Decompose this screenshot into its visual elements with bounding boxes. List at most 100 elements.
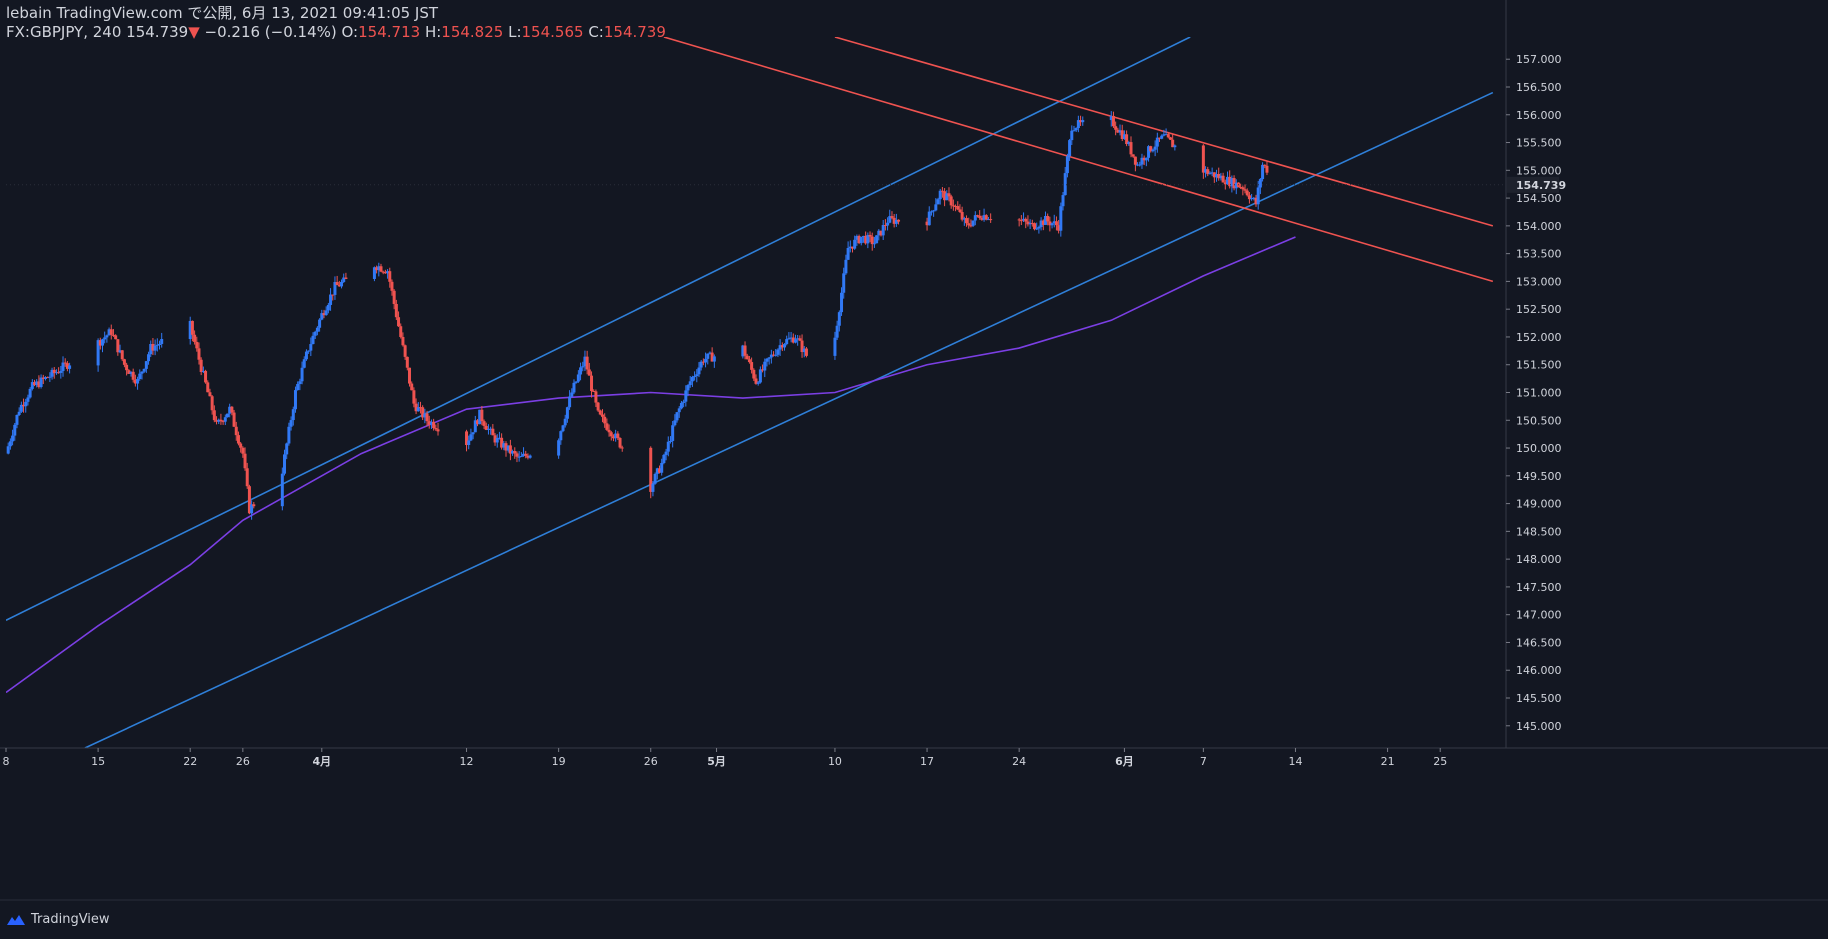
candle-45 [129,371,133,377]
candle-329 [989,213,993,223]
candle-361 [1111,111,1115,128]
candle-173 [515,451,519,463]
candle-137 [410,381,414,391]
y-tick-label: 148.500 [1516,525,1562,538]
candle-376 [1144,157,1148,167]
candle-385 [1164,128,1168,136]
candle-183 [563,414,567,428]
candle-250 [763,358,767,378]
brand-label: TradingView [31,912,110,927]
candle-271 [835,320,839,341]
candle-31 [98,337,102,350]
candle-397 [1217,167,1221,181]
candle-88 [250,500,254,520]
y-tick-label: 156.000 [1516,109,1562,122]
candle-93 [287,422,291,446]
candle-200 [600,409,604,423]
candle-394 [1210,167,1214,177]
candle-353 [1068,138,1072,161]
candle-76 [223,414,227,426]
y-tick-label: 149.000 [1516,498,1562,511]
candle-83 [239,441,243,453]
tradingview-logo[interactable]: TradingView [6,912,110,927]
candle-197 [594,389,598,408]
candle-181 [559,430,563,445]
candle-199 [598,409,602,416]
candle-276 [846,241,850,260]
candle-121 [375,265,379,274]
y-tick-label: 146.000 [1516,664,1562,677]
candle-57 [155,338,159,352]
candle-274 [842,267,846,299]
last-price-badge [1507,176,1559,193]
candle-302 [929,210,933,216]
candle-118 [342,273,346,283]
candle-257 [778,339,782,356]
candle-48 [136,376,140,390]
x-tick-label: 14 [1288,755,1302,768]
candle-305 [936,197,940,205]
candle-255 [774,349,778,357]
candle-42 [122,358,126,368]
candle-201 [603,413,607,428]
candle-46 [131,368,135,383]
candle-28 [65,361,69,372]
candle-405 [1234,179,1238,195]
candle-366 [1122,130,1126,140]
candle-5 [15,414,19,429]
candle-202 [605,418,609,431]
candle-222 [675,412,679,423]
candle-18 [43,376,47,381]
candle-338 [1035,222,1039,231]
candle-220 [671,420,675,448]
candle-68 [206,380,210,393]
candle-74 [219,413,223,425]
last-price-label: 154.739 [1516,179,1566,192]
candle-39 [116,339,120,356]
candle-313 [954,204,958,212]
candle-192 [583,350,587,371]
x-tick-label: 19 [552,755,566,768]
candle-398 [1219,172,1223,181]
candle-71 [212,405,216,423]
candle-339 [1037,225,1041,234]
candle-94 [289,416,293,431]
candle-135 [405,356,409,371]
candle-326 [982,208,986,222]
candle-110 [324,306,328,316]
candle-320 [969,219,973,228]
candle-413 [1252,196,1256,201]
candle-61 [190,320,194,342]
candle-105 [313,330,317,340]
candle-328 [986,216,990,221]
candle-261 [787,332,791,340]
candle-96 [293,386,297,413]
candle-289 [875,235,879,244]
candle-49 [138,369,142,381]
candle-402 [1228,170,1232,189]
candle-208 [618,437,622,449]
candle-287 [870,232,874,251]
candle-215 [660,458,664,476]
candle-157 [480,405,484,426]
trendline-1 [6,37,1191,621]
candle-333 [1024,217,1028,229]
candle-184 [565,406,569,423]
candle-185 [568,390,572,410]
candle-64 [197,342,201,365]
symbol-label[interactable]: FX:GBPJPY, 240 [6,23,122,41]
candle-216 [662,453,666,465]
candle-168 [504,441,508,457]
candle-418 [1263,164,1267,169]
candle-299 [897,219,901,225]
candle-69 [208,388,212,397]
candle-153 [471,432,475,440]
candle-19 [46,376,50,379]
candle-162 [491,424,495,436]
candle-134 [403,344,407,360]
candle-33 [103,331,107,344]
candle-272 [837,310,841,332]
candle-191 [581,361,585,372]
candle-141 [418,401,422,414]
